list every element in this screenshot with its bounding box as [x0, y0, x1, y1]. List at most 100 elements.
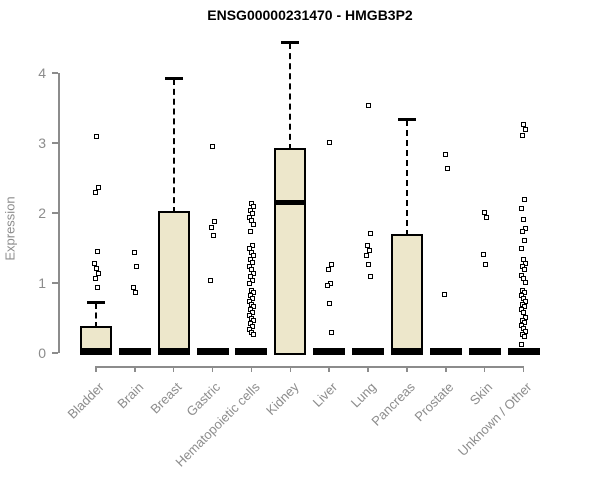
- whisker-cap-bladder: [87, 301, 105, 305]
- outlier-marker: [250, 318, 256, 324]
- outlier-marker: [250, 332, 256, 338]
- y-tick-label-4: 4: [38, 65, 46, 81]
- outlier-marker: [523, 127, 529, 133]
- outlier-marker: [250, 270, 256, 276]
- x-tick-prostate: [445, 366, 447, 372]
- median-lung: [352, 349, 385, 355]
- y-tick: [52, 212, 58, 214]
- median-gastric: [196, 349, 229, 355]
- outlier-marker: [523, 260, 529, 266]
- outlier-marker: [210, 144, 216, 149]
- outlier-marker: [250, 221, 256, 227]
- median-pancreas: [390, 348, 423, 354]
- outlier-marker: [445, 166, 451, 172]
- outlier-marker: [327, 280, 333, 286]
- outlier-marker: [521, 216, 527, 222]
- outlier-marker: [209, 224, 215, 230]
- x-tick-kidney: [289, 366, 292, 372]
- median-brain: [118, 349, 151, 355]
- outlier-marker: [520, 132, 526, 138]
- outlier-marker: [247, 228, 253, 234]
- outlier-marker: [523, 298, 529, 304]
- box-pancreas: [390, 234, 423, 355]
- box-breast: [157, 211, 190, 355]
- outlier-marker: [211, 232, 217, 238]
- whisker-cap-breast: [164, 77, 183, 81]
- outlier-marker: [208, 278, 214, 284]
- y-tick-label-1: 1: [38, 275, 46, 291]
- y-tick: [52, 142, 58, 144]
- x-tick-lung: [367, 366, 369, 372]
- outlier-marker: [249, 278, 255, 284]
- x-tick-breast: [172, 366, 175, 372]
- outlier-marker: [92, 189, 98, 195]
- x-tick-label-liver: Liver: [309, 379, 341, 410]
- x-tick-skin: [483, 366, 486, 372]
- x-tick-label-breast: Breast: [147, 379, 185, 417]
- median-bladder: [80, 348, 112, 354]
- outlier-marker: [522, 290, 528, 296]
- outlier-marker: [522, 334, 528, 340]
- x-tick-liver: [328, 366, 330, 372]
- median-skin: [468, 349, 501, 355]
- outlier-marker: [326, 300, 332, 306]
- outlier-marker: [482, 209, 488, 215]
- x-axis-line: [96, 366, 524, 368]
- x-tick-unknown-other: [522, 366, 525, 372]
- outlier-marker: [365, 103, 371, 109]
- outlier-marker: [366, 247, 372, 253]
- x-tick-label-prostate: Prostate: [411, 379, 457, 425]
- outlier-marker: [523, 328, 529, 334]
- outlier-marker: [484, 215, 490, 221]
- outlier-marker: [481, 251, 487, 257]
- outlier-marker: [367, 274, 373, 280]
- outlier-marker: [93, 133, 99, 139]
- outlier-marker: [522, 320, 528, 326]
- outlier-marker: [367, 230, 373, 236]
- outlier-marker: [522, 267, 528, 273]
- outlier-marker: [443, 151, 449, 157]
- median-kidney: [274, 200, 307, 205]
- outlier-marker: [325, 267, 331, 273]
- x-tick-label-skin: Skin: [467, 379, 496, 408]
- x-tick-label-kidney: Kidney: [262, 379, 302, 419]
- outlier-marker: [95, 185, 101, 191]
- outlier-marker: [92, 275, 98, 281]
- outlier-marker: [91, 260, 97, 266]
- outlier-marker: [523, 279, 529, 285]
- outlier-marker: [365, 262, 371, 268]
- outlier-marker: [328, 262, 334, 268]
- outlier-marker: [328, 329, 334, 335]
- median-prostate: [429, 349, 462, 355]
- outlier-marker: [483, 262, 489, 268]
- outlier-marker: [94, 285, 100, 291]
- outlier-marker: [134, 264, 140, 270]
- outlier-marker: [249, 323, 255, 329]
- outlier-marker: [523, 225, 529, 231]
- outlier-marker: [250, 290, 256, 296]
- outlier-marker: [522, 304, 528, 310]
- outlier-marker: [249, 242, 255, 248]
- outlier-marker: [324, 283, 330, 289]
- outlier-marker: [523, 314, 529, 320]
- outlier-marker: [521, 309, 527, 315]
- outlier-marker: [519, 245, 525, 251]
- outlier-marker: [521, 122, 527, 128]
- outlier-marker: [249, 211, 255, 217]
- outlier-marker: [249, 309, 255, 315]
- outlier-marker: [250, 304, 256, 310]
- median-unknown-other: [507, 349, 540, 355]
- whisker-cap-kidney: [281, 41, 300, 45]
- y-axis-label: Expression: [2, 196, 18, 261]
- y-tick: [52, 282, 58, 284]
- outlier-marker: [250, 253, 256, 259]
- whisker-pancreas: [405, 119, 408, 237]
- outlier-marker: [326, 139, 332, 145]
- y-tick-label-2: 2: [38, 205, 46, 221]
- x-tick-label-unknown-other: Unknown / Other: [454, 379, 535, 459]
- whisker-cap-pancreas: [397, 118, 416, 122]
- x-tick-hematopoietic-cells: [250, 366, 253, 372]
- outlier-marker: [246, 281, 252, 287]
- y-tick: [52, 352, 58, 354]
